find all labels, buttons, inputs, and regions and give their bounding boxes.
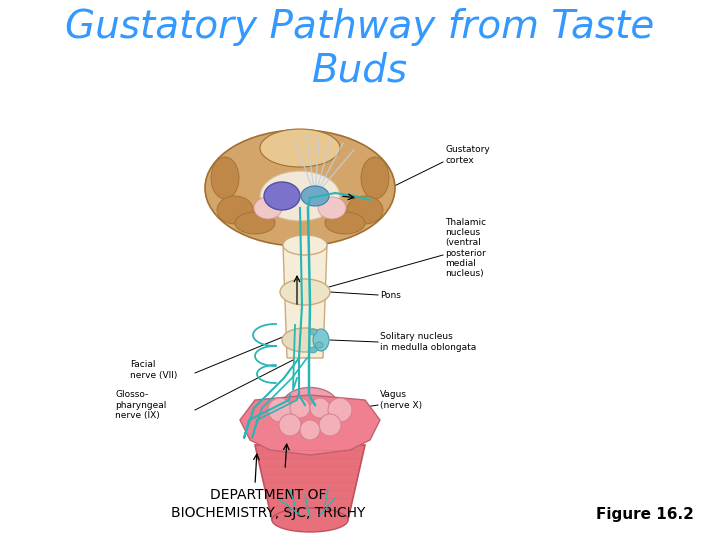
Ellipse shape <box>211 157 239 199</box>
Text: Buds: Buds <box>312 52 408 90</box>
Ellipse shape <box>318 197 346 219</box>
Ellipse shape <box>301 186 329 206</box>
Text: Solitary nucleus
in medulla oblongata: Solitary nucleus in medulla oblongata <box>380 332 476 352</box>
Text: Pons: Pons <box>380 291 401 300</box>
Ellipse shape <box>282 388 338 422</box>
Ellipse shape <box>217 196 253 224</box>
Text: Glosso-
pharyngeal
nerve (IX): Glosso- pharyngeal nerve (IX) <box>115 390 166 420</box>
Ellipse shape <box>282 328 328 352</box>
Ellipse shape <box>283 235 327 255</box>
Circle shape <box>268 398 292 422</box>
Ellipse shape <box>309 347 317 353</box>
Ellipse shape <box>325 212 365 234</box>
Text: Facial
nerve (VII): Facial nerve (VII) <box>130 360 177 380</box>
Ellipse shape <box>280 279 330 305</box>
Ellipse shape <box>260 171 340 221</box>
Circle shape <box>328 398 352 422</box>
Polygon shape <box>283 245 327 358</box>
Text: DEPARTMENT OF
BIOCHEMISTRY, SJC, TRICHY: DEPARTMENT OF BIOCHEMISTRY, SJC, TRICHY <box>171 488 365 520</box>
Ellipse shape <box>254 197 282 219</box>
Ellipse shape <box>235 212 275 234</box>
Ellipse shape <box>361 157 389 199</box>
Circle shape <box>319 414 341 436</box>
Text: Figure 16.2: Figure 16.2 <box>596 507 694 522</box>
Text: Gustatory Pathway from Taste: Gustatory Pathway from Taste <box>66 8 654 46</box>
Ellipse shape <box>347 196 383 224</box>
Text: Thalamic
nucleus
(ventral
posterior
medial
nucleus): Thalamic nucleus (ventral posterior medi… <box>445 218 486 278</box>
Polygon shape <box>255 445 365 520</box>
Ellipse shape <box>205 130 395 246</box>
Circle shape <box>290 398 310 418</box>
Polygon shape <box>240 395 380 455</box>
Ellipse shape <box>315 342 323 348</box>
Ellipse shape <box>264 182 300 210</box>
Ellipse shape <box>272 508 348 532</box>
Ellipse shape <box>260 129 340 167</box>
Circle shape <box>279 414 301 436</box>
Text: Vagus
(nerve X): Vagus (nerve X) <box>380 390 422 410</box>
Ellipse shape <box>309 329 317 335</box>
Circle shape <box>310 398 330 418</box>
Text: Gustatory
cortex: Gustatory cortex <box>445 145 490 165</box>
Circle shape <box>300 420 320 440</box>
Ellipse shape <box>313 329 329 351</box>
